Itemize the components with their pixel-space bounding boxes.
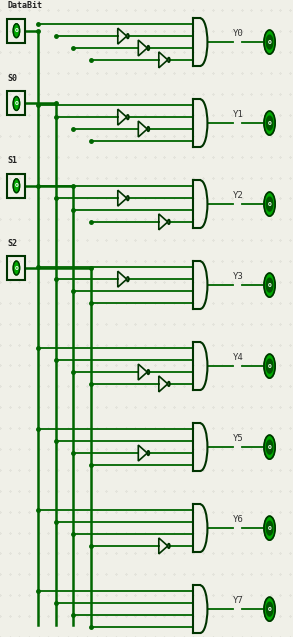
Text: 0: 0 <box>15 101 18 106</box>
Circle shape <box>266 278 273 292</box>
Text: S0: S0 <box>7 74 17 83</box>
Text: S1: S1 <box>7 157 17 166</box>
Text: 0: 0 <box>15 266 18 271</box>
Circle shape <box>266 35 273 49</box>
Circle shape <box>266 521 273 535</box>
Text: Y5: Y5 <box>233 434 244 443</box>
Text: Y2: Y2 <box>233 190 244 200</box>
Text: 0: 0 <box>268 606 271 612</box>
Text: 0: 0 <box>268 283 271 287</box>
Text: Y0: Y0 <box>233 29 244 38</box>
Bar <box>7 174 25 197</box>
Text: 0: 0 <box>15 183 18 189</box>
Circle shape <box>264 192 275 216</box>
Circle shape <box>264 435 275 459</box>
Text: S2: S2 <box>7 239 17 248</box>
Circle shape <box>13 24 20 38</box>
Text: Y6: Y6 <box>233 515 244 524</box>
Circle shape <box>13 96 20 110</box>
Circle shape <box>266 197 273 211</box>
Text: Y7: Y7 <box>233 596 244 605</box>
Bar <box>7 18 25 43</box>
Circle shape <box>264 354 275 378</box>
Text: 0: 0 <box>268 201 271 206</box>
Bar <box>7 92 25 115</box>
Circle shape <box>264 30 275 54</box>
Text: Y3: Y3 <box>233 272 244 281</box>
Text: 0: 0 <box>268 120 271 125</box>
Circle shape <box>264 516 275 540</box>
Text: 0: 0 <box>268 526 271 531</box>
Text: 0: 0 <box>15 28 18 33</box>
Circle shape <box>13 179 20 193</box>
Text: 0: 0 <box>268 364 271 369</box>
Circle shape <box>264 273 275 297</box>
Text: Y4: Y4 <box>233 353 244 362</box>
Circle shape <box>264 111 275 135</box>
Text: 0: 0 <box>268 445 271 450</box>
Circle shape <box>266 440 273 454</box>
Circle shape <box>13 261 20 275</box>
Text: DataBit: DataBit <box>7 1 42 10</box>
Circle shape <box>264 597 275 621</box>
Circle shape <box>266 602 273 616</box>
Text: 0: 0 <box>268 39 271 45</box>
Circle shape <box>266 116 273 130</box>
Circle shape <box>266 359 273 373</box>
Bar <box>7 256 25 280</box>
Text: Y1: Y1 <box>233 110 244 118</box>
